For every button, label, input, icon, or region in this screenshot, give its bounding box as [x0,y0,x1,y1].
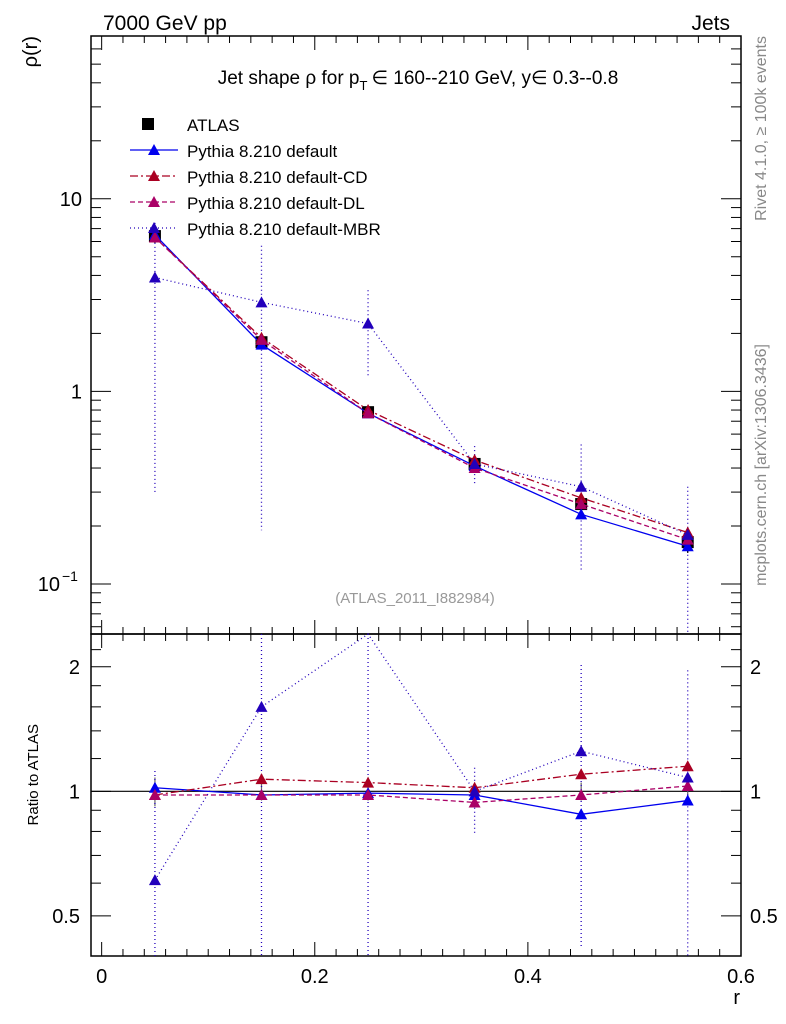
ratio-series-marker [681,771,694,783]
legend-label: Pythia 8.210 default-CD [187,168,368,187]
x-tick-label: 0 [96,966,107,988]
series-line [154,236,688,541]
x-tick-label: 0.6 [727,966,755,988]
ratio-series-line [154,633,688,881]
series-marker [575,508,588,520]
category-label: Jets [691,12,730,35]
ratio-series-line [154,785,688,804]
ratio-series-marker [255,788,268,800]
ratio-series-marker [148,874,161,886]
ratio-series-line [154,765,688,796]
ratio-series-marker [255,773,268,785]
y-tick-label-exponent: −1 [62,568,78,584]
ratio-y-tick-label: 1 [69,781,80,803]
energy-label: 7000 GeV pp [103,12,227,35]
chart-title: Jet shape ρ for pT ∈ 160--210 GeV, y∈ 0.3… [218,68,619,93]
y-axis-label-ratio: Ratio to ATLAS [25,724,42,825]
series-marker [148,231,161,243]
legend-marker [148,170,160,181]
source-label: mcplots.cern.ch [arXiv:1306.3436] [753,344,770,586]
ratio-y-tick-label: 0.5 [52,906,80,928]
chart-title-prefix: Jet shape ρ for p [218,68,360,89]
legend-marker [148,196,160,207]
ratio-y-tick-label-right: 0.5 [750,906,778,928]
series-line [154,276,688,536]
series-marker [255,296,268,308]
ratio-y-tick-label-right: 1 [750,781,761,803]
legend-label: Pythia 8.210 default-DL [187,194,365,213]
y-tick-label: 10 [38,574,60,596]
series-marker [575,491,588,503]
ratio-series-line [154,787,688,815]
y-axis-label-main: ρ(r) [20,36,42,67]
series-marker [468,457,481,469]
ratio-series-marker [681,760,694,772]
series-marker [575,498,588,510]
main-plot-marks [148,222,694,634]
series-marker [681,528,694,540]
series-marker [575,480,588,492]
ratio-series-marker [255,700,268,712]
series-line [154,234,688,547]
legend-marker [148,144,160,155]
y-tick-label: 10 [60,189,82,211]
ratio-series-marker [362,776,375,788]
ratio-series-marker [681,780,694,792]
x-tick-label: 0.2 [301,966,329,988]
ratio-y-tick-label-right: 2 [750,657,761,679]
ratio-y-tick-label: 2 [69,657,80,679]
series-marker [362,407,375,419]
ratio-series-marker [575,808,588,820]
y-tick-label: 1 [71,381,82,403]
legend-marker-data [142,118,154,130]
legend-label-data: ATLAS [187,116,240,135]
ratio-series-marker [148,781,161,793]
tick-marks [91,35,742,956]
series-marker [255,333,268,345]
chart-title-suffix: ∈ 160--210 GeV, y∈ 0.3--0.8 [371,68,618,89]
legend-marker [148,222,160,233]
ratio-series-marker [148,788,161,800]
analysis-label: (ATLAS_2011_I882984) [335,590,495,607]
x-tick-label: 0.4 [514,966,542,988]
ratio-series-marker [468,785,481,797]
legend: ATLAS Pythia 8.210 default Pythia 8.210 de… [130,116,381,239]
series-marker [148,271,161,283]
ratio-series-marker [468,796,481,808]
chart-title-sub: T [360,78,368,93]
series-marker [681,540,694,552]
ratio-series-marker [575,745,588,757]
ratio-plot-marks [91,633,741,956]
ratio-series-marker [681,794,694,806]
ratio-series-marker [575,768,588,780]
ratio-series-marker [362,788,375,800]
legend-label: Pythia 8.210 default [187,142,338,161]
series-marker [362,317,375,329]
ratio-plot-frame [90,633,742,957]
x-axis-label: r [733,987,740,1009]
legend-label: Pythia 8.210 default-MBR [187,220,381,239]
rivet-label: Rivet 4.1.0, ≥ 100k events [753,36,770,221]
ratio-series-marker [575,788,588,800]
series-line [154,236,688,534]
